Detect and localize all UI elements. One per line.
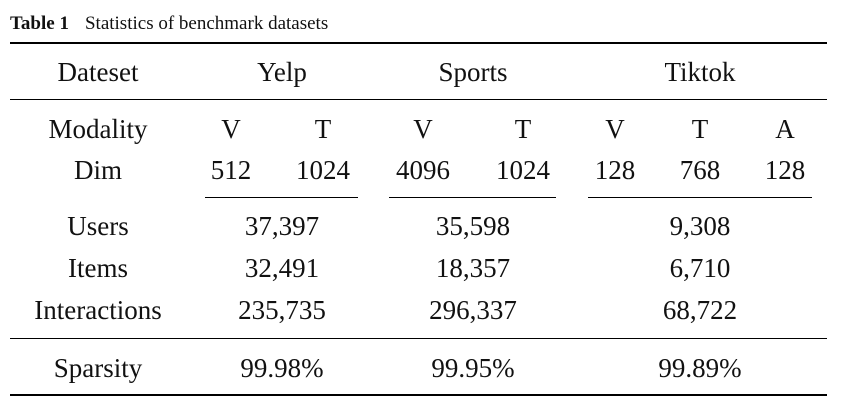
- modality-sports-v: V: [413, 114, 433, 144]
- modality-yelp-v: V: [221, 114, 241, 144]
- header-rule: [10, 99, 827, 101]
- dim-sports-v: 4096: [396, 155, 450, 185]
- modality-yelp-t: T: [314, 114, 332, 144]
- sparsity-label: Sparsity: [53, 353, 143, 383]
- sparsity-rule: [10, 338, 827, 340]
- dim-yelp-v: 512: [210, 155, 252, 185]
- modality-sports-t: T: [514, 114, 532, 144]
- sparsity-tiktok: 99.89%: [658, 353, 742, 383]
- modality-tiktok-a: A: [775, 114, 795, 144]
- items-yelp: 32,491: [244, 253, 320, 283]
- dim-tiktok-v: 128: [594, 155, 636, 185]
- items-sports: 18,357: [435, 253, 511, 283]
- table-bottom-rule: [10, 394, 827, 396]
- dim-tiktok-a: 128: [764, 155, 806, 185]
- header-dataset-tiktok: Tiktok: [664, 57, 736, 87]
- dim-yelp-t: 1024: [296, 155, 350, 185]
- modality-tiktok-t: T: [691, 114, 709, 144]
- users-label: Users: [67, 211, 129, 241]
- modality-label: Modality: [48, 114, 148, 144]
- interactions-yelp: 235,735: [238, 295, 326, 325]
- interactions-label: Interactions: [34, 295, 162, 325]
- header-dataset-yelp: Yelp: [257, 57, 307, 87]
- sports-group-rule: [389, 197, 556, 199]
- items-tiktok: 6,710: [669, 253, 731, 283]
- dim-label: Dim: [73, 155, 123, 185]
- table-caption: Table 1 Statistics of benchmark datasets: [10, 12, 328, 36]
- interactions-sports: 296,337: [429, 295, 517, 325]
- table-caption-label: Table 1: [10, 13, 69, 34]
- dim-tiktok-t: 768: [679, 155, 721, 185]
- header-dataset-sports: Sports: [438, 57, 508, 87]
- users-tiktok: 9,308: [669, 211, 731, 241]
- sparsity-sports: 99.95%: [431, 353, 515, 383]
- sparsity-yelp: 99.98%: [240, 353, 324, 383]
- yelp-group-rule: [205, 197, 358, 199]
- users-yelp: 37,397: [244, 211, 320, 241]
- modality-tiktok-v: V: [605, 114, 625, 144]
- items-label: Items: [68, 253, 128, 283]
- table-caption-text: Statistics of benchmark datasets: [84, 13, 329, 34]
- interactions-tiktok: 68,722: [662, 295, 738, 325]
- dim-sports-t: 1024: [496, 155, 550, 185]
- tiktok-group-rule: [588, 197, 812, 199]
- header-row-label: Dateset: [57, 57, 139, 87]
- users-sports: 35,598: [435, 211, 511, 241]
- table-top-rule: [10, 42, 827, 44]
